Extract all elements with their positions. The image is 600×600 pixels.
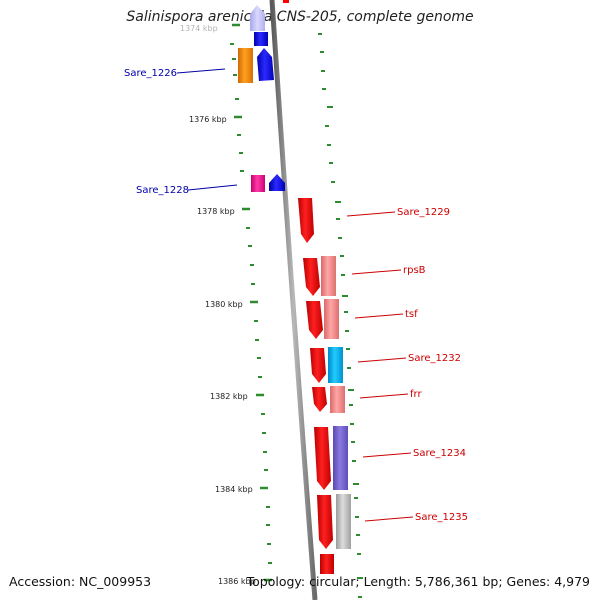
gene-label[interactable]: frr bbox=[410, 389, 422, 400]
gene-arrow-forward[interactable] bbox=[317, 495, 333, 549]
tick-label: 1386 kbp bbox=[218, 577, 256, 586]
tick-label: 1380 kbp bbox=[205, 300, 243, 309]
label-leaders-right bbox=[346, 211, 414, 522]
outer-track bbox=[230, 43, 272, 564]
forward-strand-genes bbox=[298, 198, 351, 574]
tick-label: 1384 kbp bbox=[215, 485, 253, 494]
gene-arrow-forward[interactable] bbox=[298, 198, 314, 243]
gene-block-magenta[interactable] bbox=[251, 175, 265, 192]
gene-label[interactable]: Sare_1228 bbox=[136, 185, 189, 196]
tick-label: 1378 kbp bbox=[197, 207, 235, 216]
gene-label[interactable]: Sare_1232 bbox=[408, 353, 461, 364]
tick-label: 1374 kbp bbox=[180, 24, 218, 33]
gene-label[interactable]: rpsB bbox=[403, 265, 426, 276]
gene-block-blue[interactable] bbox=[254, 32, 268, 46]
gene-arrow-forward[interactable] bbox=[312, 387, 327, 412]
gene-label[interactable]: Sare_1235 bbox=[415, 512, 468, 523]
gene-block-pink[interactable] bbox=[324, 299, 339, 339]
reverse-strand-genes bbox=[238, 5, 285, 192]
label-leaders-left bbox=[176, 68, 238, 191]
gene-block-gray[interactable] bbox=[336, 494, 351, 549]
gene-arrow-forward[interactable] bbox=[303, 258, 320, 296]
gene-block-pink[interactable] bbox=[321, 256, 336, 296]
gene-arrow-forward[interactable] bbox=[314, 427, 331, 490]
tick-label: 1382 kbp bbox=[210, 392, 248, 401]
gene-block-purple[interactable] bbox=[333, 426, 348, 490]
gene-block-cyan[interactable] bbox=[328, 347, 343, 383]
gene-arrow-partial[interactable] bbox=[283, 0, 289, 3]
gene-label[interactable]: Sare_1234 bbox=[413, 448, 466, 459]
gene-label[interactable]: tsf bbox=[405, 309, 418, 320]
gene-label[interactable]: Sare_1229 bbox=[397, 207, 450, 218]
tick-label: 1376 kbp bbox=[189, 115, 227, 124]
inner-track bbox=[318, 33, 363, 598]
gene-arrow-reverse-faded[interactable] bbox=[250, 5, 265, 31]
genome-summary: Topology: circular; Length: 5,786,361 bp… bbox=[246, 574, 590, 589]
scale-labels: 1374 kbp 1376 kbp 1378 kbp 1380 kbp 1382… bbox=[180, 24, 256, 586]
major-ticks bbox=[232, 23, 272, 582]
gene-arrow-forward[interactable] bbox=[310, 348, 326, 383]
gene-block-pink[interactable] bbox=[330, 386, 345, 413]
map-title: Salinispora arenicola CNS-205, complete … bbox=[126, 9, 474, 25]
gene-arrow-forward-partial[interactable] bbox=[320, 554, 334, 574]
genome-backbone bbox=[269, 0, 318, 600]
gene-arrow-reverse[interactable] bbox=[269, 174, 285, 191]
accession-info: Accession: NC_009953 bbox=[9, 574, 152, 589]
gene-arrow-forward[interactable] bbox=[306, 301, 323, 339]
gene-block-orange[interactable] bbox=[238, 48, 253, 83]
gene-arrow-reverse[interactable] bbox=[257, 48, 274, 81]
gene-label[interactable]: Sare_1226 bbox=[124, 68, 177, 79]
